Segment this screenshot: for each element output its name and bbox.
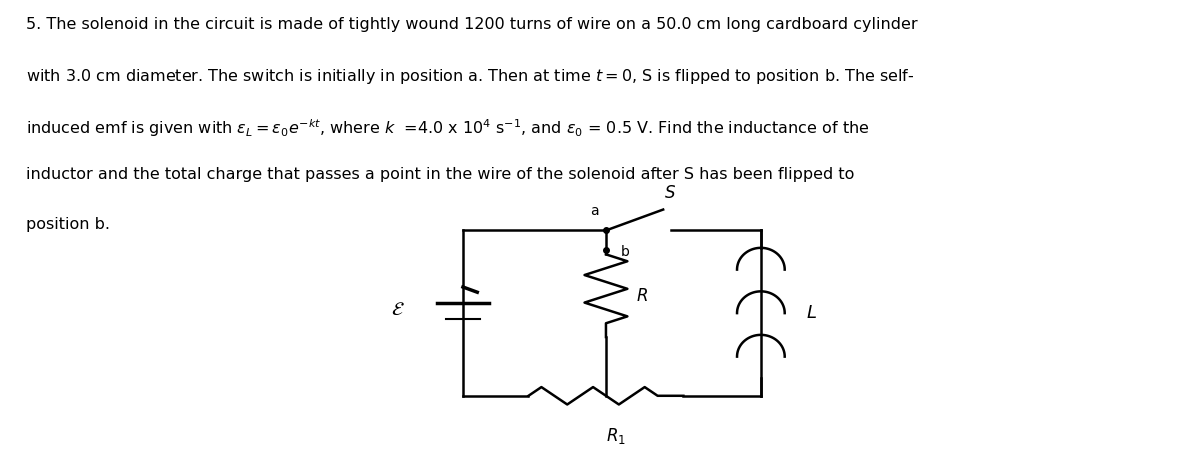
Text: position b.: position b. <box>25 217 109 232</box>
Text: induced emf is given with $\varepsilon_L = \varepsilon_0 e^{-kt}$, where $k$  =4: induced emf is given with $\varepsilon_L… <box>25 117 869 139</box>
Text: a: a <box>589 204 599 218</box>
Text: $L$: $L$ <box>806 304 817 322</box>
Text: inductor and the total charge that passes a point in the wire of the solenoid af: inductor and the total charge that passe… <box>25 167 854 183</box>
Text: with 3.0 cm diameter. The switch is initially in position a. Then at time $t = 0: with 3.0 cm diameter. The switch is init… <box>25 67 914 86</box>
Text: 5. The solenoid in the circuit is made of tightly wound 1200 turns of wire on a : 5. The solenoid in the circuit is made o… <box>25 17 917 32</box>
Text: $R$: $R$ <box>636 287 648 305</box>
Text: $R_1$: $R_1$ <box>606 426 625 446</box>
Text: S: S <box>665 184 676 202</box>
Text: b: b <box>620 245 629 259</box>
Text: $\mathcal{E}$: $\mathcal{E}$ <box>390 301 404 319</box>
